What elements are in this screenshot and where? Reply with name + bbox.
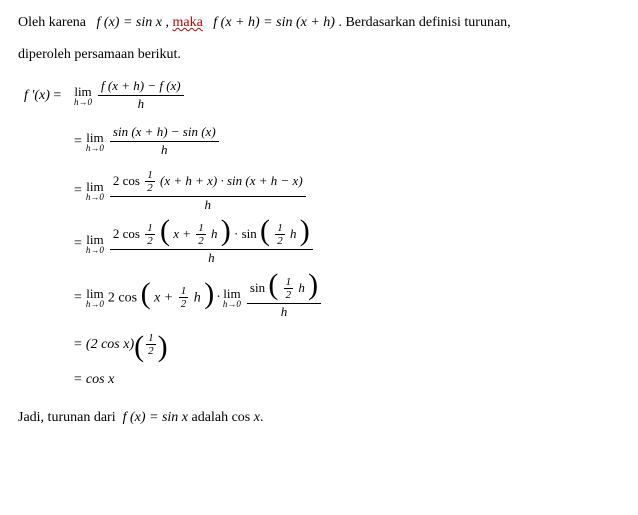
text-berdasarkan: . Berdasarkan definisi turunan, [338,15,510,30]
frac-step1: f (x + h) − f (x) h [98,79,184,112]
frac-step4: 2 cos 12 ( x + 12 h ) · sin ( 12 h ) h [110,222,313,266]
limit-symbol: lim h→0 [86,233,104,255]
text-maka: maka [172,15,202,30]
frac-step5: sin ( 12 h ) h [247,276,321,320]
step-1: f '(x) = lim h→0 f (x + h) − f (x) h [24,75,620,117]
step-2: = lim h→0 sin (x + h) − sin (x) h [24,121,620,163]
math-fxh-sinxh: f (x + h) = sin (x + h) [213,15,335,30]
cos-term: 2 cos ( x + 12 h ) [108,285,214,311]
period: . [260,410,264,425]
step-5: = lim h→0 2 cos ( x + 12 h ) · lim h→0 s… [24,273,620,323]
frac-step2: sin (x + h) − sin (x) h [110,125,219,158]
limit-symbol: lim h→0 [86,131,104,153]
limit-symbol: lim h→0 [86,180,104,202]
step-3: = lim h→0 2 cos 12 (x + h + x) · sin (x … [24,167,620,215]
result-cosx: cos x [86,369,114,391]
limit-symbol: lim h→0 [74,85,92,107]
frac-step3: 2 cos 12 (x + h + x) · sin (x + h − x) h [110,169,306,213]
text-jadi: Jadi, turunan dari [18,410,116,425]
step-4: = lim h→0 2 cos 12 ( x + 12 h ) · sin ( … [24,219,620,269]
limit-symbol: lim h→0 [223,287,241,309]
one-half: 12 [146,332,156,358]
derivation-block: f '(x) = lim h→0 f (x + h) − f (x) h = l… [24,75,620,393]
math-fx-sinx: f (x) = sin x [97,15,162,30]
conclusion-line: Jadi, turunan dari f (x) = sin x adalah … [18,407,620,429]
text-oleh: Oleh karena [18,15,86,30]
intro-line-2: diperoleh persamaan berikut. [18,44,620,66]
intro-line-1: Oleh karena f (x) = sin x , maka f (x + … [18,12,620,34]
lhs: f '(x) = [24,85,74,107]
text-adalah: adalah cos [192,410,254,425]
limit-symbol: lim h→0 [86,287,104,309]
step-7: = cos x [24,367,620,393]
two-cosx: (2 cos x) [86,334,134,356]
math-fx-sinx-2: f (x) = sin x [123,410,188,425]
step-6: = (2 cos x) ( 12 ) [24,327,620,363]
